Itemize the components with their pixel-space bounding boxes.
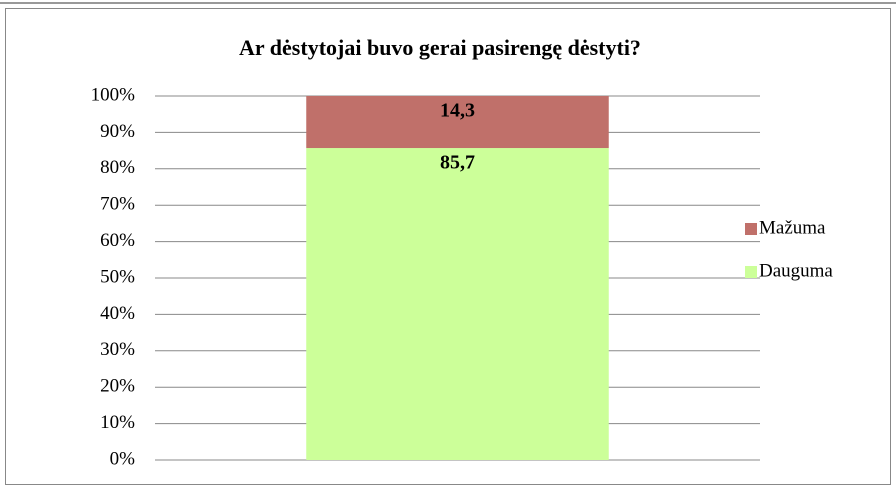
- y-tick-label: 60%: [100, 230, 135, 251]
- y-tick-label: 70%: [100, 194, 135, 215]
- y-tick-label: 0%: [110, 448, 136, 469]
- chart-title: Ar dėstytojai buvo gerai pasirengę dėsty…: [239, 35, 641, 60]
- y-tick-label: 10%: [100, 412, 135, 433]
- y-tick-label: 20%: [100, 376, 135, 397]
- legend-label: Mažuma: [759, 217, 826, 238]
- legend-label: Dauguma: [759, 260, 833, 281]
- data-label: 14,3: [440, 100, 475, 122]
- bar-segment: [306, 96, 609, 149]
- bar-segment: [306, 148, 609, 460]
- legend-swatch: [745, 223, 757, 235]
- data-label: 85,7: [440, 152, 475, 174]
- y-tick-label: 90%: [100, 121, 135, 142]
- y-tick-label: 40%: [100, 303, 135, 324]
- y-tick-label: 100%: [91, 84, 136, 105]
- y-tick-label: 50%: [100, 266, 135, 287]
- legend-swatch: [745, 266, 757, 278]
- y-tick-label: 30%: [100, 339, 135, 360]
- y-tick-label: 80%: [100, 157, 135, 178]
